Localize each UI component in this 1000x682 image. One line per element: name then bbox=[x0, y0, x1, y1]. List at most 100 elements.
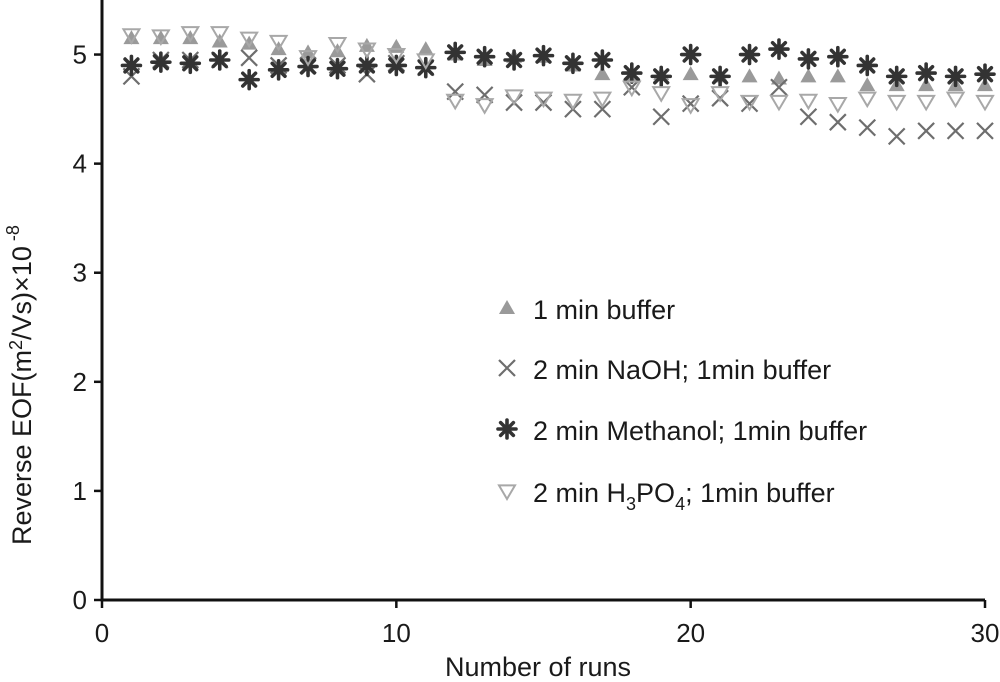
data-point bbox=[179, 52, 202, 75]
data-point bbox=[918, 77, 935, 92]
data-point bbox=[885, 65, 908, 88]
data-point bbox=[121, 28, 142, 45]
series-4 bbox=[121, 26, 995, 115]
legend-label: 2 min Methanol; 1min buffer bbox=[533, 416, 867, 446]
tick-labels: 0 1 2 3 4 5 0 10 20 30 bbox=[73, 40, 1000, 648]
data-point bbox=[827, 45, 849, 68]
data-point bbox=[828, 97, 848, 114]
data-point bbox=[856, 54, 879, 77]
data-point bbox=[770, 70, 787, 85]
legend: 1 min buffer 2 min NaOH; 1min buffer 2 min… bbox=[496, 295, 867, 514]
data-point bbox=[915, 62, 937, 84]
data-point bbox=[503, 49, 525, 71]
y-tick-label: 5 bbox=[73, 40, 87, 70]
data-point bbox=[799, 107, 818, 126]
data-point bbox=[621, 62, 643, 84]
legend-marker bbox=[496, 418, 518, 440]
data-point bbox=[709, 65, 731, 88]
data-point bbox=[679, 43, 702, 66]
data-point bbox=[474, 98, 495, 115]
data-point bbox=[651, 86, 671, 103]
data-point bbox=[241, 35, 258, 50]
data-point bbox=[976, 122, 994, 140]
data-point bbox=[533, 91, 554, 109]
x-tick-label: 10 bbox=[382, 618, 411, 648]
data-point bbox=[916, 94, 936, 112]
data-point bbox=[182, 30, 199, 45]
data-point bbox=[357, 42, 377, 60]
data-point bbox=[593, 100, 612, 118]
data-point bbox=[594, 66, 611, 81]
data-point bbox=[710, 86, 730, 103]
data-point bbox=[946, 122, 965, 140]
data-point bbox=[798, 93, 819, 111]
data-point bbox=[151, 29, 171, 46]
data-point bbox=[591, 49, 614, 71]
data-point bbox=[975, 94, 995, 112]
data-point bbox=[797, 48, 820, 70]
data-point bbox=[358, 37, 375, 52]
data-point bbox=[944, 65, 967, 88]
data-point bbox=[385, 54, 408, 77]
axes bbox=[94, 0, 987, 608]
data-point bbox=[180, 26, 201, 43]
data-point bbox=[769, 94, 789, 112]
data-point bbox=[652, 107, 671, 126]
data-point bbox=[680, 98, 701, 115]
y-tick-label: 1 bbox=[73, 476, 87, 506]
y-tick-label: 0 bbox=[73, 585, 87, 615]
data-point bbox=[562, 52, 584, 75]
data-point bbox=[650, 65, 673, 88]
data-point bbox=[945, 91, 966, 109]
data-point bbox=[120, 54, 143, 77]
y-tick-label: 2 bbox=[73, 367, 87, 397]
data-point bbox=[298, 50, 318, 67]
data-point bbox=[740, 94, 759, 113]
data-point bbox=[857, 91, 878, 109]
data-point bbox=[886, 94, 907, 112]
data-point bbox=[741, 68, 758, 83]
data-point bbox=[356, 54, 378, 77]
data-point bbox=[268, 34, 289, 52]
y-tick-label: 3 bbox=[73, 258, 87, 288]
data-point bbox=[622, 80, 642, 98]
data-point bbox=[473, 45, 496, 68]
legend-marker bbox=[499, 300, 515, 314]
data-point bbox=[563, 93, 583, 111]
y-tick-label: 4 bbox=[73, 149, 87, 179]
data-point bbox=[504, 89, 524, 106]
data-point bbox=[858, 118, 877, 137]
data-point bbox=[738, 43, 761, 66]
legend-label: 2 min H3PO4; 1min buffer bbox=[533, 478, 835, 514]
series-3 bbox=[120, 38, 996, 91]
legend-label: 1 min buffer bbox=[533, 295, 675, 325]
legend-label: 2 min NaOH; 1min buffer bbox=[533, 355, 831, 385]
data-point bbox=[768, 38, 790, 60]
data-point bbox=[152, 30, 169, 45]
data-point bbox=[859, 77, 876, 92]
data-point bbox=[592, 91, 613, 109]
data-point bbox=[150, 51, 172, 73]
legend-marker bbox=[497, 484, 517, 501]
data-point bbox=[739, 94, 760, 112]
data-point bbox=[532, 44, 555, 67]
data-point bbox=[123, 30, 140, 45]
data-points bbox=[120, 26, 996, 146]
data-point bbox=[682, 66, 699, 81]
data-point bbox=[417, 41, 434, 56]
data-point bbox=[327, 37, 348, 54]
legend-item: 2 min Methanol; 1min buffer bbox=[496, 416, 867, 446]
x-tick-label: 20 bbox=[676, 618, 705, 648]
data-point bbox=[829, 68, 846, 83]
data-point bbox=[416, 53, 436, 70]
data-point bbox=[208, 49, 231, 71]
data-point bbox=[917, 122, 935, 140]
legend-item: 2 min NaOH; 1min buffer bbox=[498, 355, 831, 385]
data-point bbox=[388, 38, 405, 53]
data-point bbox=[326, 57, 349, 80]
y-axis-title: Reverse EOF(m2/Vs)×10 -8 bbox=[3, 225, 37, 545]
data-point bbox=[974, 63, 996, 85]
x-tick-label: 30 bbox=[971, 618, 1000, 648]
data-point bbox=[800, 68, 817, 83]
